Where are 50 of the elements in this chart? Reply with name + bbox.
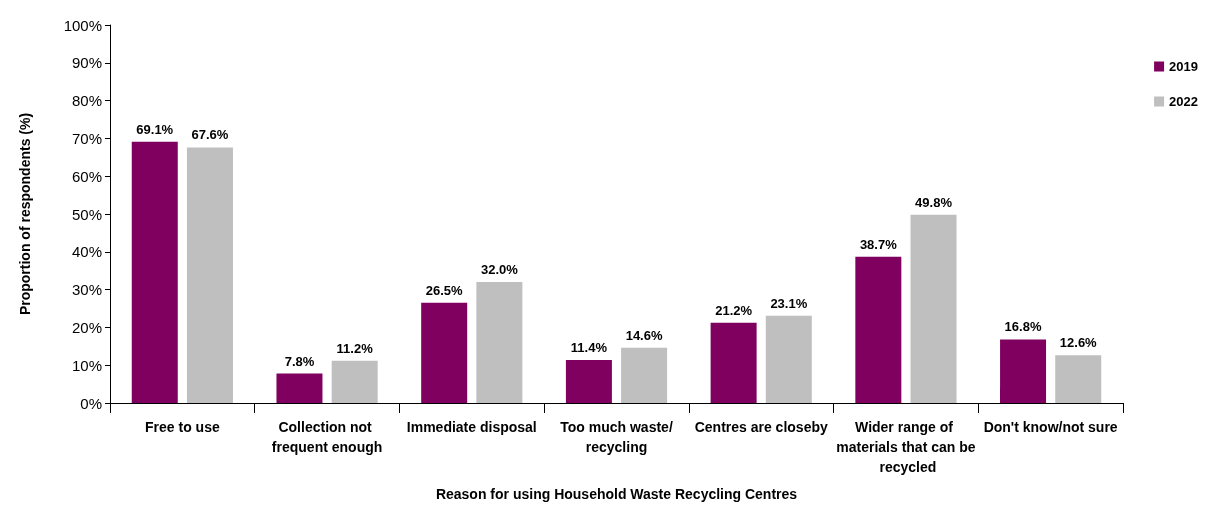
- bar: [1000, 339, 1047, 403]
- y-tick-label: 0%: [80, 394, 102, 412]
- y-tick-label: 20%: [71, 318, 102, 336]
- bar: [910, 214, 957, 403]
- data-label: 38.7%: [859, 236, 898, 252]
- y-tick-label: 80%: [71, 92, 102, 110]
- y-tick-label: 90%: [71, 54, 102, 72]
- data-label: 12.6%: [1059, 335, 1098, 351]
- data-label: 26.5%: [425, 282, 464, 298]
- bar: [765, 315, 812, 403]
- data-label: 21.2%: [715, 302, 753, 318]
- data-label: 69.1%: [136, 121, 174, 137]
- y-tick-label: 10%: [71, 356, 102, 374]
- y-tick-label: 40%: [71, 243, 102, 261]
- data-label: 11.4%: [570, 339, 608, 355]
- y-tick-label: 100%: [63, 16, 102, 34]
- x-tick-label: Collection not frequent enough: [271, 419, 383, 455]
- bar: [276, 373, 323, 403]
- data-label: 23.1%: [770, 295, 808, 311]
- x-tick-label: Wider range of materials that can be recycled: [836, 419, 976, 475]
- y-axis-title: Proportion of respondents (%): [17, 112, 33, 316]
- bar: [131, 141, 178, 403]
- data-label: 49.8%: [915, 194, 953, 210]
- data-label: 7.8%: [284, 353, 315, 369]
- data-label: 11.2%: [336, 340, 374, 356]
- y-tick-label: 30%: [71, 281, 102, 299]
- y-tick-label: 70%: [71, 129, 102, 147]
- y-tick-label: 50%: [71, 205, 102, 223]
- x-tick-label: Immediate disposal: [406, 419, 537, 435]
- x-tick-label: Don't know/not sure: [983, 419, 1118, 435]
- bar: [855, 256, 902, 403]
- x-axis-title: Reason for using Household Waste Recycling Centres: [435, 486, 798, 502]
- bar: [565, 359, 612, 403]
- data-label: 14.6%: [625, 327, 663, 343]
- data-label: 67.6%: [191, 127, 229, 143]
- bar: [1055, 355, 1102, 403]
- bar: [421, 302, 468, 403]
- x-tick-label: Free to use: [145, 419, 220, 435]
- y-tick-label: 60%: [71, 167, 102, 185]
- legend-label: 2019: [1169, 59, 1198, 74]
- data-label: 16.8%: [1004, 319, 1042, 335]
- bar: [186, 147, 233, 403]
- bar: [621, 347, 668, 403]
- data-label: 32.0%: [480, 262, 519, 278]
- x-tick-label: Too much waste/recycling: [560, 419, 673, 455]
- bar: [331, 360, 378, 403]
- bar: [476, 282, 523, 403]
- x-tick-label: Centres are closeby: [694, 419, 828, 435]
- bar: [710, 322, 757, 403]
- legend-label: 2022: [1169, 94, 1198, 109]
